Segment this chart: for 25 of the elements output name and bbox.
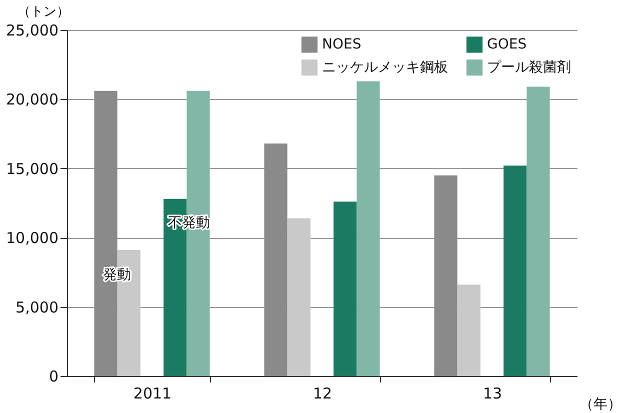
x-axis-title: （年） [580,396,622,412]
bar [334,202,357,376]
bar [117,250,140,376]
bar [457,284,480,376]
bar [434,175,458,376]
legend-label: プール殺菌剤 [487,60,571,76]
bar [356,81,380,376]
y-axis-title: （トン） [18,4,70,20]
y-tick-label: 10,000 [6,229,58,248]
x-tick-label: 12 [312,384,332,402]
legend-label: GOES [487,36,527,53]
y-tick-label: 15,000 [6,160,58,178]
bar [94,90,118,376]
bar [504,166,527,376]
legend-label: ニッケルメッキ鋼板 [322,60,448,76]
x-tick-label: 2011 [133,384,172,402]
y-tick-label: 0 [48,368,58,386]
bar [264,143,288,376]
x-tick-label: 13 [482,384,502,402]
bar [287,218,310,376]
y-tick-label: 25,000 [6,22,58,40]
bar [526,86,550,376]
y-tick-label: 5,000 [16,298,58,316]
y-tick-label: 20,000 [6,90,58,109]
legend-label: NOES [322,36,362,53]
